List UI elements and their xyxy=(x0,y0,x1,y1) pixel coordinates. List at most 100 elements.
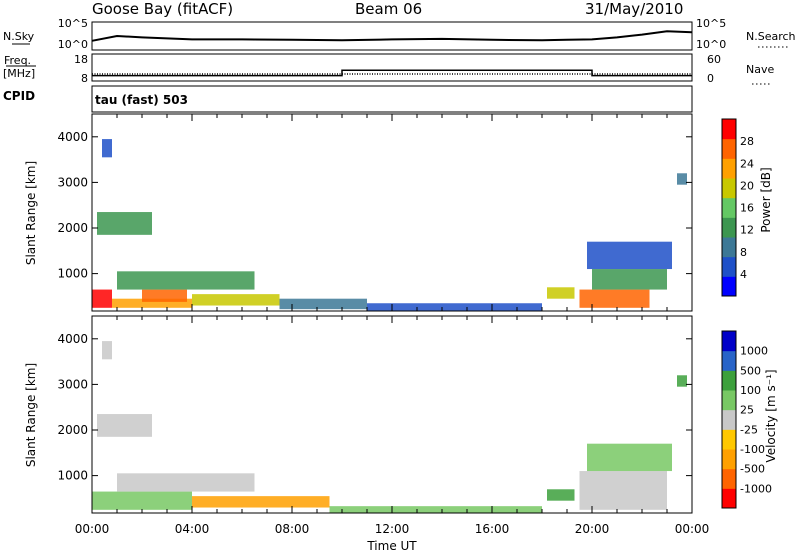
nsearch-tick-top: 10^5 xyxy=(696,17,726,30)
colorbar-swatch xyxy=(722,237,736,258)
freq-tick-top: 18 xyxy=(74,53,88,66)
colorbar-swatch xyxy=(722,488,736,509)
range-tick-label: 3000 xyxy=(57,377,88,391)
cpid-strip: CPID tau (fast) 503 xyxy=(3,85,693,113)
power-echo-10 xyxy=(579,289,650,308)
power-echo-11 xyxy=(592,269,667,290)
velocity-echo-4 xyxy=(97,414,152,437)
power-echo-12 xyxy=(587,241,672,270)
time-tick-label: 08:00 xyxy=(275,522,310,536)
velocity-time-ticks xyxy=(91,316,693,513)
velocity-echo-3 xyxy=(329,506,542,513)
colorbar-tick-label: 16 xyxy=(740,202,754,215)
time-tick-label: 12:00 xyxy=(375,522,410,536)
colorbar-swatch xyxy=(722,468,736,489)
time-tick-label: 00:00 xyxy=(675,522,710,536)
time-tick-label: 00:00 xyxy=(75,522,110,536)
velocity-echo-2 xyxy=(192,496,330,508)
velocity-echo-layer xyxy=(92,341,687,513)
velocity-echo-8 xyxy=(587,443,672,472)
nave-label: Nave xyxy=(746,63,774,76)
freq-tick-bottom: 8 xyxy=(81,72,88,85)
nsky-tick-top: 10^5 xyxy=(58,17,88,30)
frequency-strip: Freq. [MHz] 18 8 60 0 Nave xyxy=(3,53,774,85)
colorbar-swatch xyxy=(722,138,736,159)
range-tick-label: 4000 xyxy=(57,130,88,144)
nave-tick-bottom: 0 xyxy=(707,72,714,85)
power-echo-5 xyxy=(279,298,367,310)
velocity-echo-7 xyxy=(579,471,667,510)
colorbar-frame xyxy=(721,330,737,509)
nsky-tick-bottom: 10^0 xyxy=(58,38,88,51)
power-panel: 1000 2000 3000 4000 Slant Range [km] 4 8 12 16… xyxy=(24,113,773,312)
colorbar-swatch xyxy=(722,331,736,352)
colorbar-tick-label: 12 xyxy=(740,224,754,237)
colorbar-tick-label: 4 xyxy=(740,268,747,281)
colorbar-swatch xyxy=(722,429,736,450)
colorbar-tick-label: 25 xyxy=(740,404,754,417)
power-ylabel: Slant Range [km] xyxy=(24,161,38,265)
range-tick-label: 4000 xyxy=(57,332,88,346)
velocity-colorbar: -1000 -500 -100 -25 25 100 500 1000 xyxy=(721,330,772,509)
nave-tick-top: 60 xyxy=(707,53,721,66)
colorbar-tick-label: 500 xyxy=(740,364,761,377)
power-echo-3 xyxy=(117,271,255,290)
nsky-trace xyxy=(91,30,693,42)
colorbar-swatch xyxy=(722,350,736,371)
colorbar-tick-label: -100 xyxy=(740,443,765,456)
colorbar-frame xyxy=(721,118,737,297)
time-tick-label: 04:00 xyxy=(175,522,210,536)
cpid-label: CPID xyxy=(3,89,35,103)
colorbar-swatch xyxy=(722,217,736,238)
power-echo-13 xyxy=(677,173,687,185)
velocity-echo-6 xyxy=(547,489,575,501)
colorbar-tick-label: 100 xyxy=(740,384,761,397)
colorbar-swatch xyxy=(722,119,736,140)
power-colorbar-label: Power [dB] xyxy=(759,167,773,232)
range-tick-label: 1000 xyxy=(57,267,88,281)
velocity-echo-5 xyxy=(102,341,112,360)
velocity-echo-0 xyxy=(92,491,192,510)
power-echo-2 xyxy=(142,289,187,302)
colorbar-tick-label: 28 xyxy=(740,135,754,148)
colorbar-swatch xyxy=(722,276,736,297)
power-colorbar: 4 8 12 16 20 24 28 xyxy=(721,118,754,297)
range-tick-label: 3000 xyxy=(57,175,88,189)
nsearch-label: N.Search xyxy=(746,30,796,43)
colorbar-swatch xyxy=(722,178,736,199)
range-tick-label: 2000 xyxy=(57,423,88,437)
velocity-echo-9 xyxy=(677,375,687,387)
noise-strip: N.Sky 10^5 10^0 10^5 10^0 N.Search xyxy=(3,17,796,51)
time-tick-label: 16:00 xyxy=(475,522,510,536)
range-tick-label: 1000 xyxy=(57,469,88,483)
velocity-colorbar-label: Velocity [m s⁻¹] xyxy=(764,369,778,462)
colorbar-tick-label: -1000 xyxy=(740,482,772,495)
colorbar-swatch xyxy=(722,370,736,391)
power-range-ticks: 1000 2000 3000 4000 xyxy=(57,130,692,281)
velocity-range-ticks: 1000 2000 3000 4000 xyxy=(57,332,692,483)
nsky-label: N.Sky xyxy=(3,30,35,43)
beam-label: Beam 06 xyxy=(355,0,422,18)
colorbar-swatch xyxy=(722,390,736,411)
date-label: 31/May/2010 xyxy=(585,0,683,18)
power-echo-6 xyxy=(367,303,542,311)
colorbar-tick-label: 24 xyxy=(740,157,754,170)
colorbar-swatch xyxy=(722,409,736,430)
freq-label: Freq. xyxy=(4,54,31,67)
power-echo-9 xyxy=(547,287,575,299)
colorbar-tick-label: -500 xyxy=(740,463,765,476)
colorbar-tick-label: 1000 xyxy=(740,345,768,358)
power-echo-0 xyxy=(92,289,112,308)
freq-unit-label: [MHz] xyxy=(3,67,35,80)
cpid-value: tau (fast) 503 xyxy=(95,93,188,107)
colorbar-swatch xyxy=(722,197,736,218)
power-echo-4 xyxy=(192,294,280,306)
colorbar-tick-label: 8 xyxy=(740,246,747,259)
nsearch-tick-bottom: 10^0 xyxy=(696,38,726,51)
colorbar-tick-label: -25 xyxy=(740,423,758,436)
power-echo-7 xyxy=(97,212,152,235)
time-tick-label: 20:00 xyxy=(575,522,610,536)
station-title: Goose Bay (fitACF) xyxy=(92,0,233,18)
